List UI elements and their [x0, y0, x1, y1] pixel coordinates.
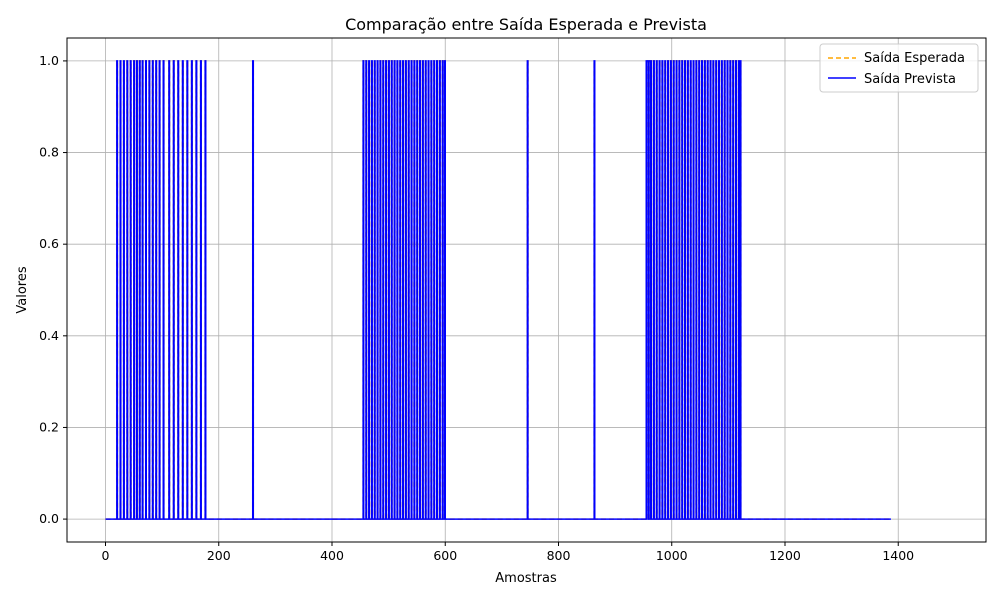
x-tick-label: 1000 — [656, 548, 688, 563]
x-axis: 0 200 400 600 800 1000 1200 1400 — [102, 542, 914, 563]
legend: Saída Esperada Saída Prevista — [819, 43, 979, 93]
y-tick-label: 0.6 — [39, 236, 59, 251]
x-tick-label: 600 — [433, 548, 457, 563]
y-axis-title: Valores — [15, 266, 30, 313]
y-tick-label: 0.4 — [39, 328, 59, 343]
y-axis: 0.0 0.2 0.4 0.6 0.8 1.0 — [39, 53, 67, 526]
x-tick-label: 1400 — [882, 548, 914, 563]
chart-title: Comparação entre Saída Esperada e Previs… — [345, 15, 707, 34]
x-tick-label: 0 — [102, 548, 110, 563]
series-line-predicted — [105, 60, 891, 520]
x-tick-label: 200 — [207, 548, 231, 563]
y-tick-label: 0.8 — [39, 145, 59, 160]
x-tick-label: 400 — [320, 548, 344, 563]
y-tick-label: 1.0 — [39, 53, 59, 68]
x-tick-label: 800 — [547, 548, 571, 563]
x-tick-label: 1200 — [769, 548, 801, 563]
legend-label-expected: Saída Esperada — [864, 51, 965, 66]
legend-box — [819, 43, 979, 93]
plot-area — [105, 60, 891, 520]
x-axis-title: Amostras — [495, 571, 557, 586]
plot-frame — [66, 37, 987, 543]
y-tick-label: 0.2 — [39, 419, 59, 434]
y-tick-label: 0.0 — [39, 511, 59, 526]
legend-label-predicted: Saída Prevista — [864, 72, 956, 87]
